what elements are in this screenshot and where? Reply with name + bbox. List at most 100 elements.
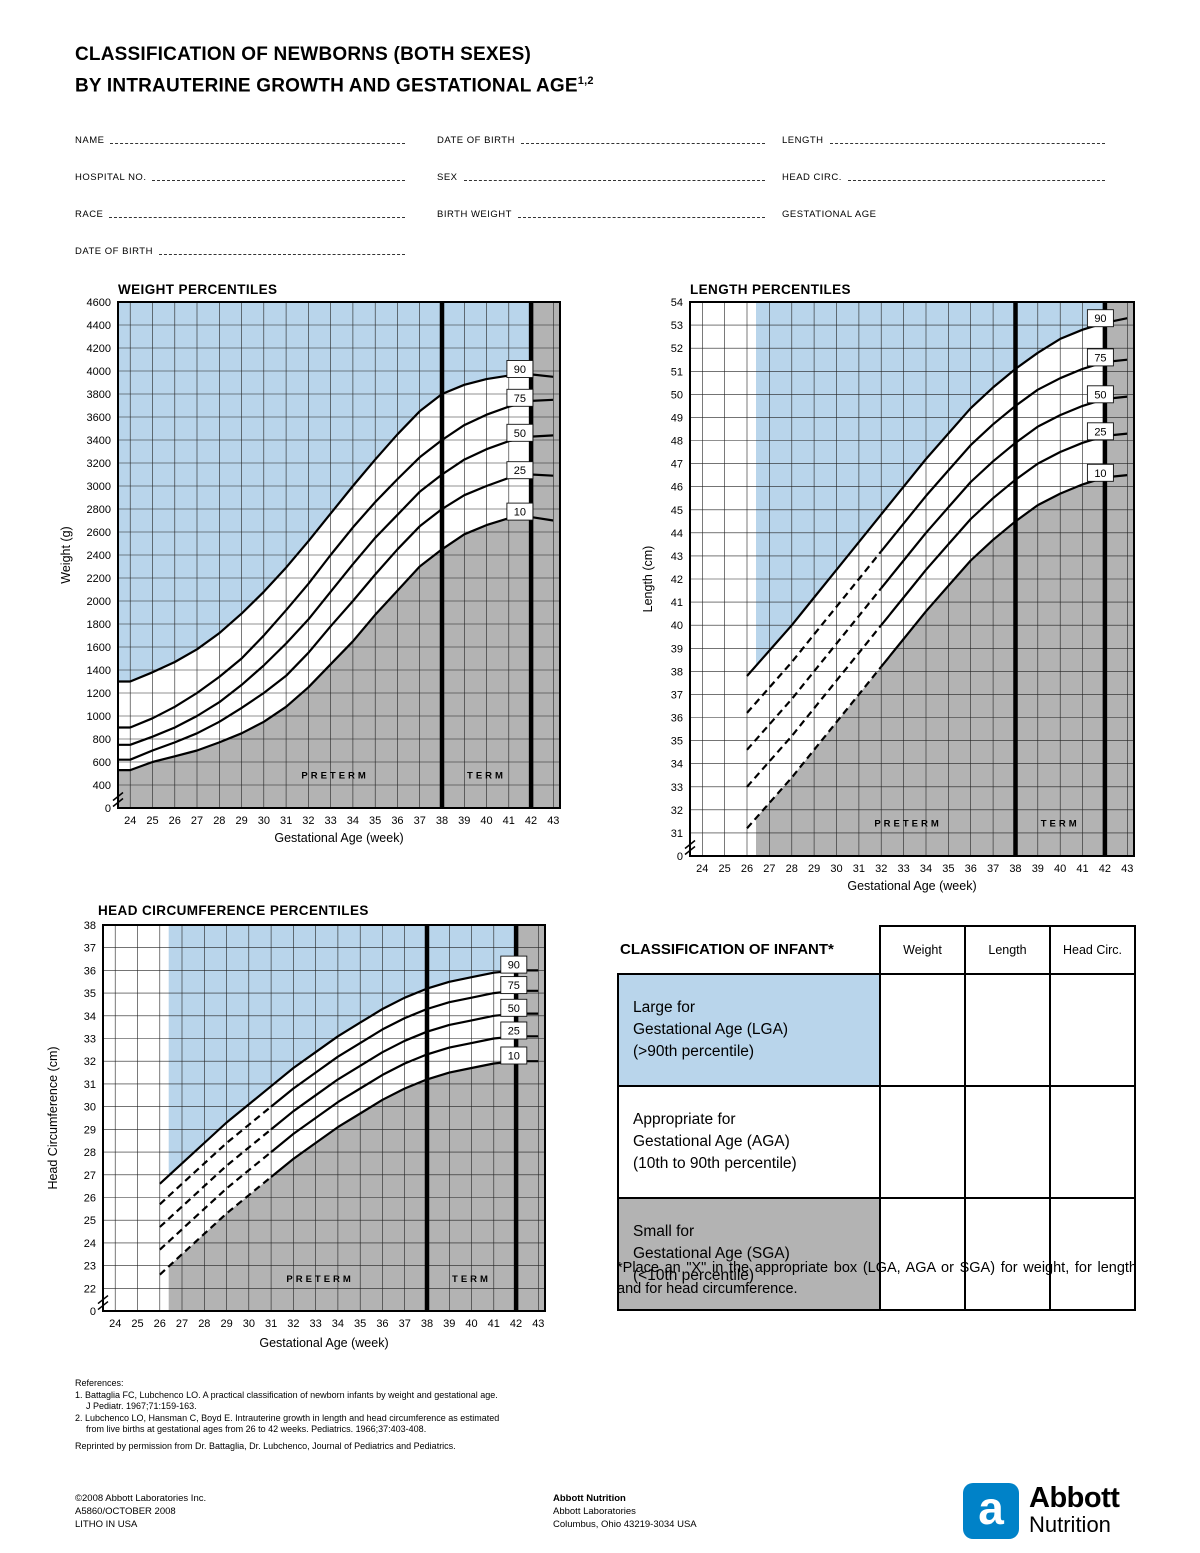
- col-header-length: Length: [964, 925, 1051, 975]
- percentile-label-box-10: [500, 1046, 528, 1065]
- lga-weight-cell[interactable]: [879, 973, 966, 1087]
- x-tick-label: 30: [258, 815, 270, 827]
- field-date-of-birth-line[interactable]: [520, 143, 765, 144]
- y-tick-label: 50: [671, 389, 683, 401]
- y-tick-label: 31: [671, 828, 683, 840]
- x-tick-label: 31: [265, 1318, 277, 1330]
- plot-border: [689, 301, 1135, 857]
- y-tick-label: 42: [671, 574, 683, 586]
- y-tick-label: 2200: [87, 573, 111, 585]
- lga-region: [118, 302, 532, 682]
- field-birth-weight-line[interactable]: [517, 217, 765, 218]
- y-tick-label: 40: [671, 620, 683, 632]
- page-title-line2: BY INTRAUTERINE GROWTH AND GESTATIONAL A…: [75, 75, 594, 97]
- x-tick-label: 40: [480, 815, 492, 827]
- y-tick-label: 51: [671, 366, 683, 378]
- x-axis-label: Gestational Age (week): [847, 879, 976, 893]
- x-tick-label: 37: [987, 863, 999, 875]
- y-tick-label: 41: [671, 597, 683, 609]
- x-tick-label: 43: [547, 815, 559, 827]
- axis-break-mark: [97, 1295, 109, 1305]
- x-tick-label: 33: [325, 815, 337, 827]
- y-tick-label: 43: [671, 551, 683, 563]
- x-tick-label: 35: [942, 863, 954, 875]
- percentile-label-75: 75: [1094, 352, 1106, 364]
- form-number-line: A5860/OCTOBER 2008: [75, 1506, 176, 1517]
- sga-head-circ-cell[interactable]: [1049, 1197, 1136, 1311]
- sga-length-cell[interactable]: [964, 1197, 1051, 1311]
- y-tick-label: 37: [671, 689, 683, 701]
- axis-break-mark: [112, 797, 124, 808]
- field-sex: SEX: [437, 165, 765, 183]
- y-tick-label: 53: [671, 320, 683, 332]
- sga-weight-cell[interactable]: [879, 1197, 966, 1311]
- x-tick-label: 27: [191, 815, 203, 827]
- abbott-nutrition-line: Abbott Nutrition: [553, 1493, 626, 1504]
- x-tick-label: 32: [287, 1318, 299, 1330]
- percentile-label-10: 10: [508, 1050, 520, 1062]
- head-circumference-percentiles-chart: 90 75 50 25 10 PRETERM TERM 22 23 24 25 26 27 28 29 30 3…: [45, 895, 565, 1378]
- percentile-label-box-25: [1086, 422, 1114, 441]
- aga-length-cell[interactable]: [964, 1085, 1051, 1199]
- x-tick-label: 28: [213, 815, 225, 827]
- lga-head-circ-cell[interactable]: [1049, 973, 1136, 1087]
- field-race-line[interactable]: [109, 217, 405, 218]
- field-name: NAME: [75, 128, 405, 146]
- y-tick-label: 27: [84, 1170, 96, 1182]
- field-sex-line[interactable]: [463, 180, 765, 181]
- weight-percentiles-chart: 90 75 50 25 10 PRETERM TERM 400 600 800 1000 1200 14…: [59, 278, 580, 863]
- percentile-curve-25-dashed: [746, 624, 883, 788]
- field-date-of-birth-left: DATE OF BIRTH: [75, 239, 405, 257]
- classification-table-title: CLASSIFICATION OF INFANT*: [620, 941, 834, 958]
- x-tick-label: 39: [1032, 863, 1044, 875]
- lga-length-cell[interactable]: [964, 973, 1051, 1087]
- reference-line: from live births at gestational ages fro…: [86, 1424, 427, 1434]
- field-name-line[interactable]: [110, 143, 405, 144]
- percentile-label-box-90: [1086, 309, 1114, 328]
- x-tick-label: 36: [376, 1318, 388, 1330]
- x-tick-label: 24: [124, 815, 136, 827]
- y-tick-label: 32: [671, 805, 683, 817]
- percentile-label-box-50: [1086, 385, 1114, 404]
- x-tick-label: 38: [1009, 863, 1021, 875]
- aga-weight-cell[interactable]: [879, 1085, 966, 1199]
- y-tick-label: 36: [84, 965, 96, 977]
- abbott-nutrition-text: Nutrition: [1029, 1512, 1111, 1537]
- plot-border: [117, 301, 561, 809]
- percentile-label-box-10: [506, 502, 534, 521]
- y-tick-label: 29: [84, 1124, 96, 1136]
- field-head-circ-line[interactable]: [847, 180, 1105, 181]
- percentile-curve-50: [880, 395, 1128, 589]
- percentile-label-box-90: [506, 360, 534, 378]
- field-length-line[interactable]: [829, 143, 1105, 144]
- footer-copyright: ©2008 Abbott Laboratories Inc. A5860/OCT…: [75, 1492, 206, 1531]
- x-tick-label: 26: [169, 815, 181, 827]
- page-title-line1: CLASSIFICATION OF NEWBORNS (BOTH SEXES): [75, 44, 532, 65]
- copyright-line: ©2008 Abbott Laboratories Inc.: [75, 1493, 207, 1504]
- x-tick-label: 26: [741, 863, 753, 875]
- x-tick-label: 40: [465, 1318, 477, 1330]
- classification-header-row: CLASSIFICATION OF INFANT* Weight Length …: [618, 925, 1136, 975]
- field-hospital-no-line[interactable]: [152, 180, 405, 181]
- term-label: TERM: [452, 1274, 491, 1285]
- field-date-of-birth-left-line[interactable]: [158, 254, 405, 255]
- page-title: CLASSIFICATION OF NEWBORNS (BOTH SEXES) …: [75, 42, 594, 99]
- axis-break-mark: [112, 791, 124, 802]
- term-label: TERM: [467, 771, 506, 782]
- aga-line1: Appropriate for: [633, 1111, 736, 1128]
- percentile-curve-10-dashed: [159, 1176, 272, 1276]
- length-percentiles-chart: 90 75 50 25 10 PRETERM TERM 31 32 33 34 35 36 37 38 39 4…: [641, 278, 1190, 908]
- aga-head-circ-cell[interactable]: [1049, 1085, 1136, 1199]
- y-tick-label: 2400: [87, 550, 111, 562]
- x-tick-label: 26: [154, 1318, 166, 1330]
- percentile-label-box-90: [500, 955, 528, 974]
- percentile-label-75: 75: [514, 393, 526, 405]
- x-tick-label: 42: [1099, 863, 1111, 875]
- y-tick-label: 1200: [87, 688, 111, 700]
- chart-title: LENGTH PERCENTILES: [690, 282, 851, 297]
- field-name-label: NAME: [75, 135, 105, 146]
- reprint-permission-line: Reprinted by permission from Dr. Battagl…: [75, 1440, 456, 1451]
- y-tick-label: 25: [84, 1215, 96, 1227]
- axis-break-mark: [684, 845, 696, 856]
- field-birth-weight-label: BIRTH WEIGHT: [437, 209, 512, 220]
